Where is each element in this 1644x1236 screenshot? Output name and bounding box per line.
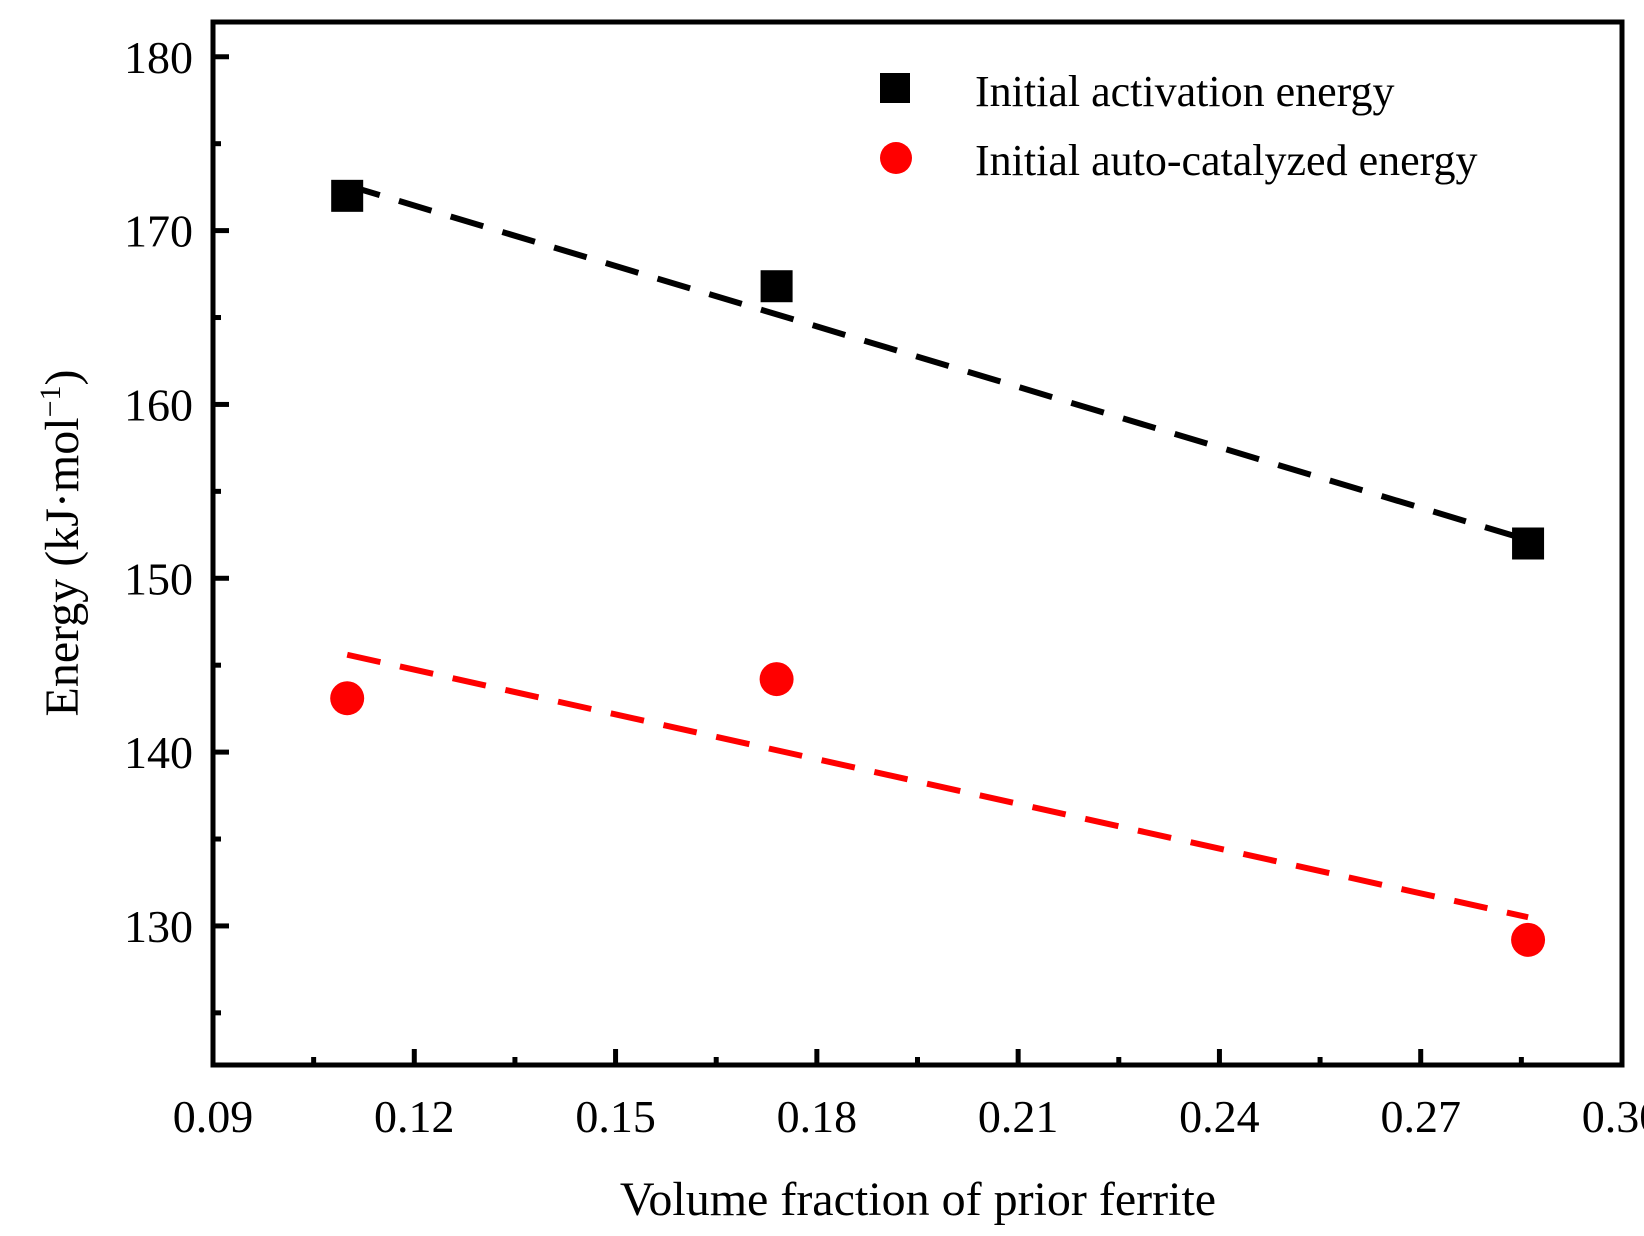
legend-label-activation: Initial activation energy xyxy=(975,67,1394,116)
point-auto-catalyzed xyxy=(1511,922,1546,957)
fit-lines xyxy=(346,182,1529,921)
point-auto-catalyzed xyxy=(330,681,365,716)
point-activation xyxy=(760,270,793,303)
data-points xyxy=(330,179,1546,957)
x-tick-label: 0.21 xyxy=(978,1091,1059,1142)
y-tick-label: 160 xyxy=(124,379,193,430)
y-axis-title-sup: −1 xyxy=(34,386,67,418)
x-tick-label: 0.30 xyxy=(1582,1091,1644,1142)
legend-label-auto-catalyzed: Initial auto-catalyzed energy xyxy=(975,136,1478,185)
y-tick-label: 170 xyxy=(124,206,193,257)
y-tick-label: 180 xyxy=(124,32,193,83)
y-axis-title-close: ) xyxy=(36,370,89,386)
point-activation xyxy=(1512,527,1545,560)
y-axis-title-main: Energy (kJ·mol xyxy=(36,417,89,716)
y-tick-label: 140 xyxy=(124,727,193,778)
x-axis-title: Volume fraction of prior ferrite xyxy=(620,1173,1216,1226)
fit-line-auto-catalyzed xyxy=(346,651,1529,921)
point-activation xyxy=(331,179,364,212)
point-auto-catalyzed xyxy=(759,662,794,697)
legend-marker-activation xyxy=(880,73,910,103)
y-axis-title: Energy (kJ·mol−1) xyxy=(34,370,89,717)
x-tick-label: 0.15 xyxy=(575,1091,656,1142)
y-tick-label: 150 xyxy=(124,553,193,604)
x-tick-label: 0.12 xyxy=(374,1091,455,1142)
legend-marker-auto-catalyzed xyxy=(880,142,912,174)
fit-line-activation xyxy=(346,182,1529,543)
plot-frame xyxy=(210,19,1625,1068)
x-tick-labels: 0.09 0.12 0.15 0.18 0.21 0.24 0.27 0.30 xyxy=(173,1091,1644,1142)
x-tick-label: 0.09 xyxy=(173,1091,254,1142)
x-tick-label: 0.27 xyxy=(1380,1091,1461,1142)
y-tick-labels: 130 140 150 160 170 180 xyxy=(124,32,193,952)
legend: Initial activation energy Initial auto-c… xyxy=(880,67,1478,185)
x-tick-label: 0.18 xyxy=(777,1091,858,1142)
x-tick-label: 0.24 xyxy=(1179,1091,1260,1142)
y-tick-label: 130 xyxy=(124,901,193,952)
